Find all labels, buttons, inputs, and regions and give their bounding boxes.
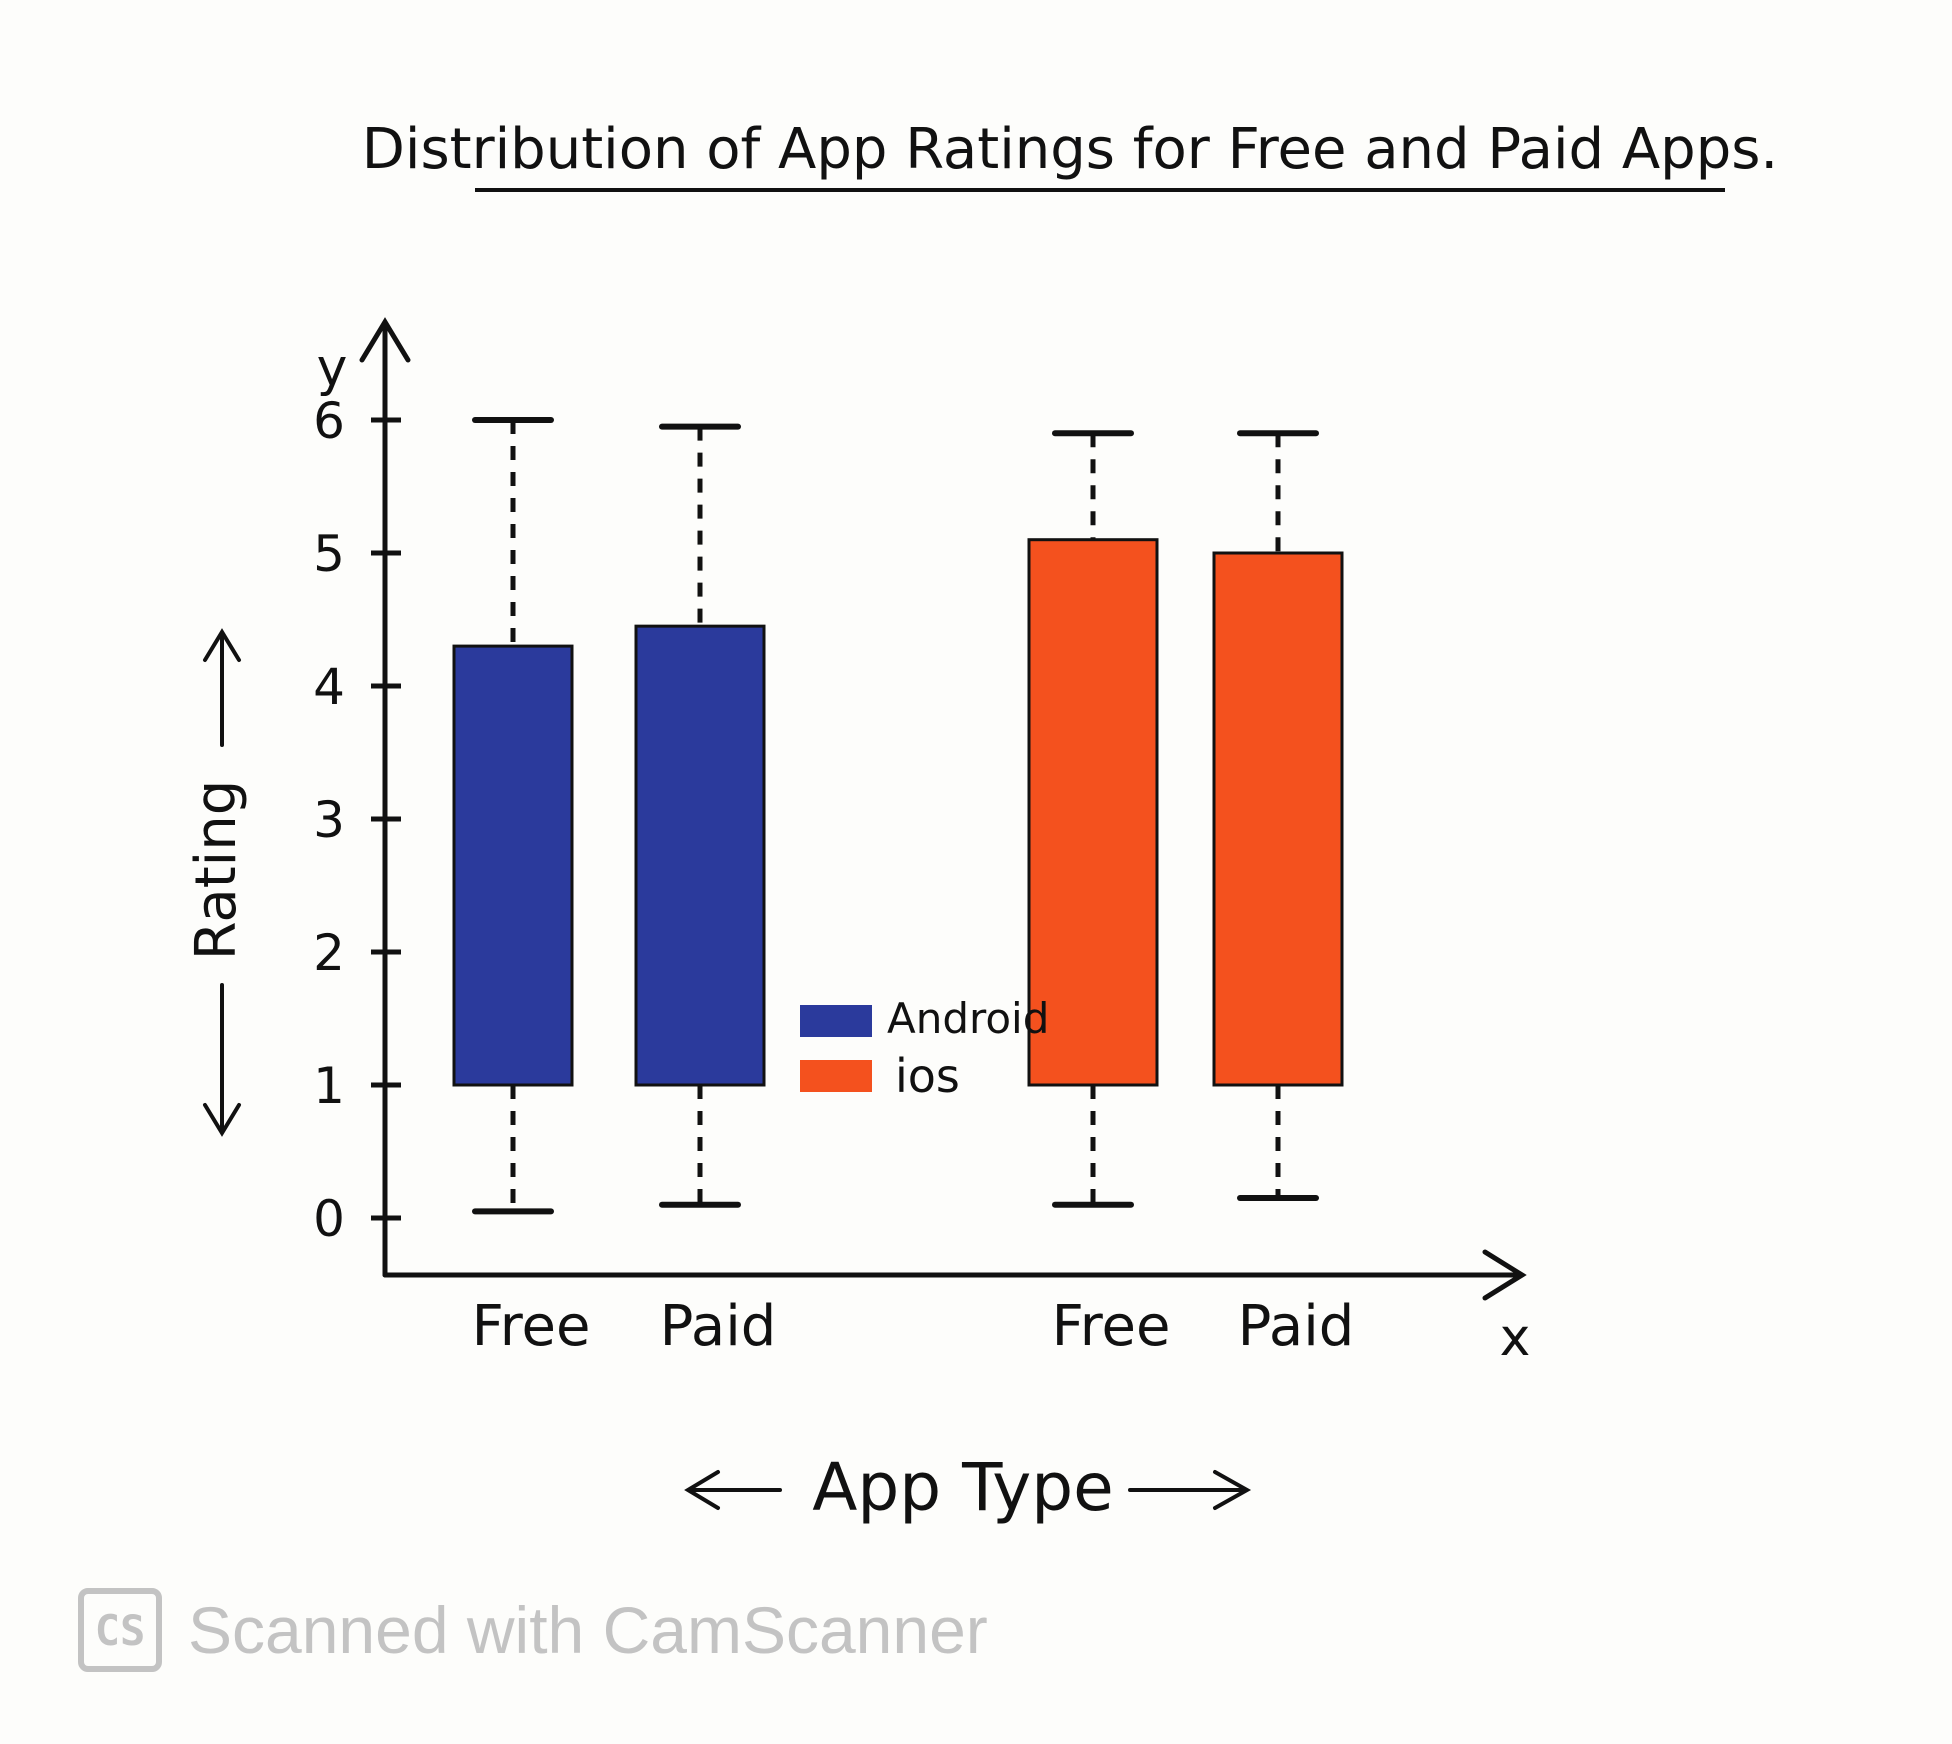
x-label-left-arrowhead xyxy=(684,1470,720,1510)
y-tick-label: 3 xyxy=(313,791,345,849)
y-ticks: 0 1 2 3 4 5 6 xyxy=(313,392,401,1248)
y-tick-label: 1 xyxy=(313,1057,345,1115)
watermark-text: Scanned with CamScanner xyxy=(188,1593,988,1667)
box-android-free xyxy=(452,417,574,1215)
x-category-label: Paid xyxy=(1238,1294,1355,1359)
axes xyxy=(359,317,1527,1301)
boxes xyxy=(452,417,1344,1215)
chart-title: Distribution of App Ratings for Free and… xyxy=(362,117,1778,182)
x-axis-letter: x xyxy=(1500,1308,1531,1368)
box-body xyxy=(1027,538,1159,1087)
y-axis-letter: y xyxy=(317,338,348,398)
y-label-up-arrowhead xyxy=(203,628,241,662)
box-body xyxy=(452,644,574,1087)
y-tick-label: 6 xyxy=(313,392,345,450)
y-tick-label: 4 xyxy=(313,658,345,716)
x-category-label: Free xyxy=(1052,1294,1171,1359)
box-body xyxy=(634,624,766,1087)
box-ios-free xyxy=(1027,430,1159,1208)
x-axis-arrowhead xyxy=(1482,1249,1527,1301)
y-axis-label-group: Rating xyxy=(184,628,249,1137)
legend: Android ios xyxy=(800,994,1049,1103)
y-tick-label: 0 xyxy=(313,1190,345,1248)
camscanner-watermark: CS Scanned with CamScanner xyxy=(78,1588,988,1672)
y-tick-label: 2 xyxy=(313,924,345,982)
x-axis-label-group: App Type xyxy=(684,1449,1252,1526)
box-ios-paid xyxy=(1212,430,1344,1202)
x-axis-label: App Type xyxy=(812,1449,1114,1526)
y-axis-label: Rating xyxy=(184,780,249,961)
legend-swatch-android xyxy=(800,1005,872,1037)
x-label-right-arrowhead xyxy=(1213,1470,1252,1510)
legend-swatch-ios xyxy=(800,1060,872,1092)
box-android-paid xyxy=(634,423,766,1208)
legend-label-ios: ios xyxy=(895,1049,960,1103)
y-tick-label: 5 xyxy=(313,525,345,583)
y-axis-arrowhead xyxy=(359,317,411,363)
legend-label-android: Android xyxy=(887,994,1049,1043)
x-category-label: Free xyxy=(472,1294,591,1359)
camscanner-logo-icon: CS xyxy=(78,1588,162,1672)
x-category-label: Paid xyxy=(660,1294,777,1359)
x-category-labels: Free Paid Free Paid xyxy=(472,1294,1355,1359)
y-label-down-arrowhead xyxy=(203,1103,241,1137)
box-body xyxy=(1212,551,1344,1087)
